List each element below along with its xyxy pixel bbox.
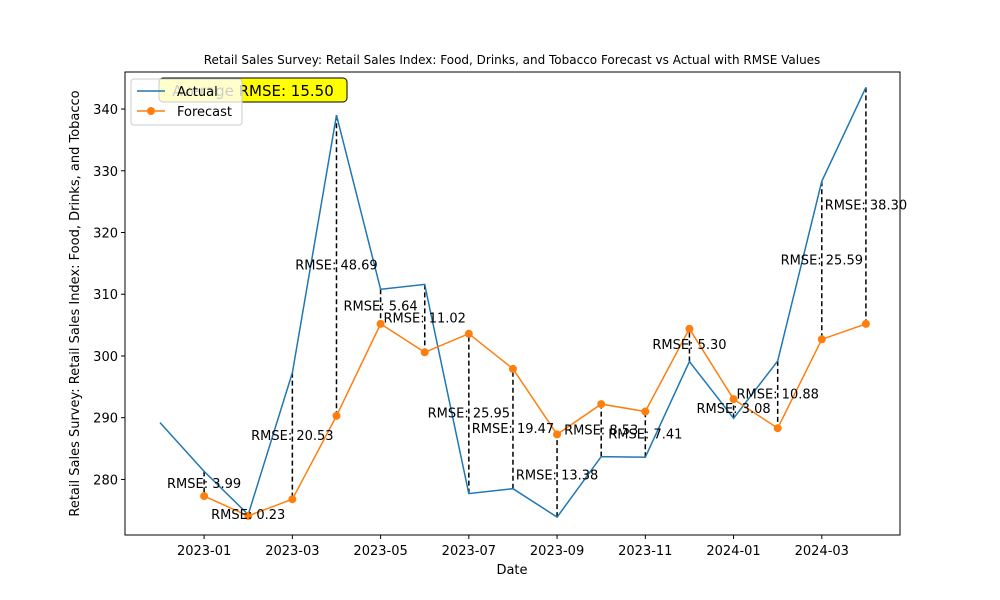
y-tick-label: 280 <box>93 473 118 488</box>
rmse-label: RMSE: 38.30 <box>825 199 907 214</box>
forecast-point <box>420 348 429 357</box>
forecast-point <box>597 400 606 409</box>
forecast-point <box>729 395 738 404</box>
forecast-point <box>817 335 826 344</box>
x-axis: 2023-01 2023-03 2023-05 2023-07 2023-09 2023-… <box>177 535 849 559</box>
x-tick-label: 2023-03 <box>265 544 319 559</box>
forecast-point <box>861 319 870 328</box>
rmse-label: RMSE: 7.41 <box>608 427 682 442</box>
rmse-label: RMSE: 10.88 <box>736 388 818 403</box>
rmse-label: RMSE: 3.08 <box>696 402 770 417</box>
y-tick-label: 320 <box>93 227 118 242</box>
rmse-label: RMSE: 48.69 <box>295 259 377 274</box>
x-tick-label: 2023-05 <box>353 544 407 559</box>
forecast-point <box>200 492 209 501</box>
forecast-point <box>553 430 562 439</box>
y-axis-label: Retail Sales Survey: Retail Sales Index:… <box>68 90 83 516</box>
chart-title: Retail Sales Survey: Retail Sales Index:… <box>204 53 821 67</box>
rmse-label: RMSE: 8.53 <box>564 423 638 438</box>
legend-actual-label: Actual <box>177 85 218 100</box>
rmse-label: RMSE: 20.53 <box>251 429 333 444</box>
legend-forecast-marker <box>147 107 155 115</box>
x-axis-label: Date <box>496 563 527 578</box>
forecast-line <box>203 322 867 517</box>
y-tick-label: 330 <box>93 165 118 180</box>
rmse-label: RMSE: 5.64 <box>344 300 418 315</box>
forecast-point <box>641 407 650 416</box>
rmse-label: RMSE: 13.38 <box>516 469 598 484</box>
rmse-label: RMSE: 25.59 <box>781 253 863 268</box>
forecast-point <box>332 411 341 420</box>
plot-area: RMSE: 3.99 RMSE: 0.23 RMSE: 20.53 RMSE: 48.… <box>159 87 907 523</box>
forecast-point <box>244 511 253 520</box>
rmse-label: RMSE: 0.23 <box>211 508 285 523</box>
forecast-point <box>376 319 385 328</box>
forecast-point <box>773 424 782 433</box>
x-tick-label: 2023-01 <box>177 544 231 559</box>
legend-forecast-label: Forecast <box>177 105 232 120</box>
forecast-point <box>464 329 473 338</box>
rmse-label: RMSE: 19.47 <box>472 422 554 437</box>
x-tick-label: 2023-11 <box>618 544 672 559</box>
y-tick-label: 310 <box>93 288 118 303</box>
rmse-label: RMSE: 5.30 <box>652 338 726 353</box>
y-tick-label: 290 <box>93 412 118 427</box>
actual-line <box>159 87 867 519</box>
y-tick-label: 300 <box>93 350 118 365</box>
x-tick-label: 2023-09 <box>530 544 584 559</box>
x-tick-label: 2024-01 <box>706 544 760 559</box>
y-tick-label: 340 <box>93 103 118 118</box>
plot-frame <box>124 71 901 536</box>
x-tick-label: 2023-07 <box>442 544 496 559</box>
rmse-label: RMSE: 11.02 <box>383 311 465 326</box>
forecast-point <box>288 495 297 504</box>
rmse-label: RMSE: 3.99 <box>167 477 241 492</box>
rmse-label: RMSE: 25.95 <box>428 407 510 422</box>
legend: Actual Forecast <box>130 78 243 126</box>
forecast-point <box>685 324 694 333</box>
forecast-point <box>508 364 517 373</box>
x-tick-label: 2024-03 <box>795 544 849 559</box>
y-axis: 280 290 300 310 320 330 340 <box>93 103 125 488</box>
